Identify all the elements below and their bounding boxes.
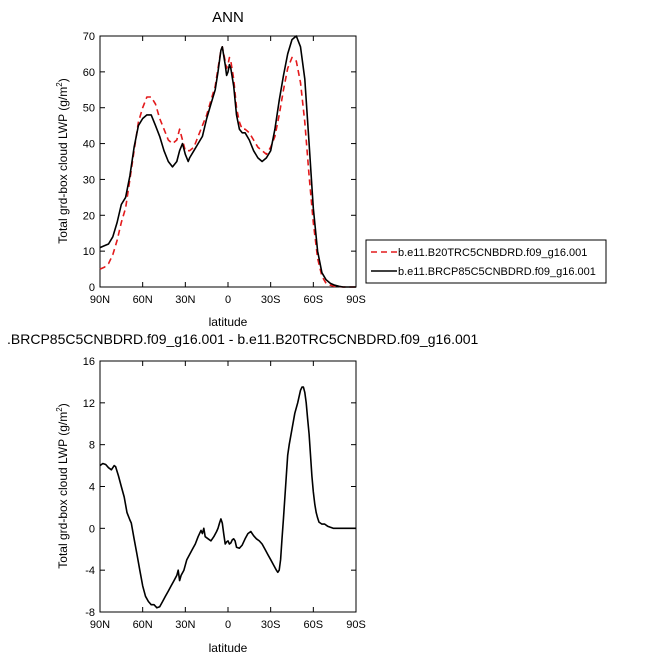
bottom-y-tick-label: -8 bbox=[85, 607, 95, 619]
top-y-tick-label: 0 bbox=[89, 282, 95, 294]
top-y-tick-label: 10 bbox=[83, 246, 95, 258]
top-y-tick-label: 50 bbox=[83, 103, 95, 115]
top-x-ticks: 90N 60N 30N 0 30S 60S 90S bbox=[90, 36, 366, 306]
top-x-tick-label: 90N bbox=[90, 294, 110, 306]
top-x-tick-label: 60S bbox=[304, 294, 324, 306]
bottom-y-tick-label: -4 bbox=[85, 565, 95, 577]
top-x-axis-label: latitude bbox=[209, 315, 248, 329]
top-y-axis-label-main: Total grd-box cloud LWP bbox=[56, 114, 70, 244]
bottom-plot-frame bbox=[99, 360, 357, 613]
bottom-y-tick-label: 8 bbox=[89, 440, 95, 452]
top-y-ticks: 0 10 20 30 40 50 60 70 bbox=[83, 31, 356, 294]
legend-box bbox=[365, 239, 607, 284]
bottom-x-tick-label: 60N bbox=[133, 619, 153, 631]
top-y-axis-label: Total grd-box cloud LWP (g/m2) bbox=[55, 78, 70, 243]
top-x-tick-label: 30N bbox=[175, 294, 195, 306]
bottom-y-ticks: -8 -4 0 4 8 12 16 bbox=[83, 356, 356, 619]
bottom-panel: .BRCP85C5CNBDRD.f09_g16.001 - b.e11.B20T… bbox=[7, 331, 479, 655]
bottom-y-axis-label-main: Total grd-box cloud LWP bbox=[56, 439, 70, 569]
bottom-series-line-0 bbox=[99, 386, 356, 609]
top-series-line-0 bbox=[99, 46, 356, 288]
bottom-title: .BRCP85C5CNBDRD.f09_g16.001 - b.e11.B20T… bbox=[7, 331, 479, 347]
legend-label-1: b.e11.BRCP85C5CNBDRD.f09_g16.001 bbox=[398, 266, 596, 278]
bottom-x-tick-label: 90S bbox=[346, 619, 366, 631]
bottom-y-tick-label: 0 bbox=[89, 523, 95, 535]
top-x-tick-label: 60N bbox=[133, 294, 153, 306]
top-series-line-1 bbox=[99, 35, 356, 288]
bottom-y-tick-label: 16 bbox=[83, 356, 95, 368]
bottom-y-axis-unit-sup: 2 bbox=[55, 407, 64, 412]
top-x-tick-label: 0 bbox=[225, 294, 231, 306]
bottom-x-tick-label: 30S bbox=[261, 619, 281, 631]
top-y-tick-label: 40 bbox=[83, 139, 95, 151]
bottom-x-tick-label: 90N bbox=[90, 619, 110, 631]
top-y-axis-unit-close: ) bbox=[56, 78, 70, 82]
top-y-tick-label: 70 bbox=[83, 31, 95, 43]
top-title: ANN bbox=[212, 9, 244, 26]
top-series-layer bbox=[99, 35, 356, 288]
top-y-axis-unit-sup: 2 bbox=[55, 82, 64, 87]
bottom-x-axis-label: latitude bbox=[209, 641, 248, 655]
bottom-x-tick-label: 0 bbox=[225, 619, 231, 631]
bottom-x-tick-label: 30N bbox=[175, 619, 195, 631]
top-y-tick-label: 20 bbox=[83, 210, 95, 222]
top-x-tick-label: 90S bbox=[346, 294, 366, 306]
top-y-axis-unit: (g/m bbox=[56, 87, 70, 111]
legend: b.e11.B20TRC5CNBDRD.f09_g16.001 b.e11.BR… bbox=[365, 239, 607, 284]
bottom-x-tick-label: 60S bbox=[304, 619, 324, 631]
bottom-y-tick-label: 12 bbox=[83, 398, 95, 410]
top-y-tick-label: 60 bbox=[83, 67, 95, 79]
bottom-series-layer bbox=[99, 386, 356, 609]
top-y-tick-label: 30 bbox=[83, 174, 95, 186]
legend-label-0: b.e11.B20TRC5CNBDRD.f09_g16.001 bbox=[398, 247, 587, 259]
bottom-y-tick-label: 4 bbox=[89, 482, 95, 494]
bottom-x-ticks: 90N 60N 30N 0 30S 60S 90S bbox=[90, 361, 366, 631]
top-x-tick-label: 30S bbox=[261, 294, 281, 306]
bottom-y-axis-label: Total grd-box cloud LWP (g/m2) bbox=[55, 403, 70, 568]
bottom-y-axis-unit: (g/m bbox=[56, 412, 70, 436]
bottom-y-axis-unit-close: ) bbox=[56, 403, 70, 407]
